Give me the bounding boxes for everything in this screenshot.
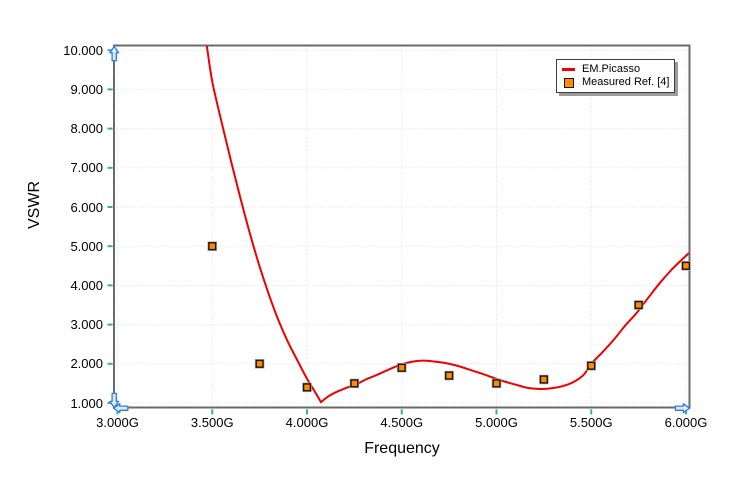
- legend-label-measured-ref: Measured Ref. [4]: [582, 76, 670, 88]
- x-tick-label: 5.000G: [475, 414, 518, 430]
- marker-measured-ref[interactable]: [350, 379, 359, 388]
- marker-measured-ref[interactable]: [681, 261, 691, 270]
- y-axis-title: VSWR: [26, 181, 43, 229]
- axis-handles-group: [109, 45, 691, 414]
- marker-measured-ref[interactable]: [539, 375, 548, 384]
- legend-entry-measured-ref[interactable]: Measured Ref. [4]: [562, 76, 669, 89]
- x-tick-label: 3.000G: [96, 414, 139, 430]
- y-tick-label: 1.000: [70, 395, 103, 411]
- y-tick-label: 3.000: [70, 317, 103, 333]
- y-tick-label: 8.000: [70, 121, 103, 137]
- handle-y-max[interactable]: [109, 45, 120, 62]
- marker-halo: [349, 378, 360, 389]
- legend-label-em-picasso: EM.Picasso: [582, 63, 641, 75]
- y-tick-label: 9.000: [70, 81, 103, 97]
- plot-frame[interactable]: [113, 44, 691, 409]
- marker-measured-ref[interactable]: [302, 383, 312, 392]
- marker-measured-ref[interactable]: [445, 371, 454, 380]
- legend-entry-em-picasso[interactable]: EM.Picasso: [562, 63, 669, 76]
- marker-measured-ref[interactable]: [492, 379, 501, 388]
- marker-halo: [539, 374, 549, 385]
- marker-halo: [681, 261, 691, 271]
- marker-halo: [396, 362, 407, 373]
- marker-measured-ref[interactable]: [587, 361, 596, 370]
- handle-y-min[interactable]: [109, 392, 120, 409]
- y-tick-label: 5.000: [70, 238, 103, 254]
- x-tick-label: 6.000G: [664, 414, 708, 430]
- y-tick-label: 2.000: [70, 356, 103, 372]
- handle-x-max[interactable]: [674, 403, 691, 414]
- marker-measured-ref[interactable]: [255, 359, 264, 368]
- x-tick-label: 3.500G: [190, 414, 234, 430]
- x-tick-label: 4.500G: [380, 414, 424, 430]
- marker-halo: [302, 382, 312, 393]
- series-markers-group: [207, 241, 691, 393]
- x-tick-label: 4.000G: [285, 414, 329, 430]
- handle-x-min[interactable]: [112, 403, 129, 414]
- marker-measured-ref[interactable]: [397, 363, 406, 372]
- y-tick-label: 4.000: [70, 277, 103, 293]
- axis-ticks: [107, 49, 687, 415]
- legend-square-swatch: [562, 77, 575, 88]
- y-tick-label: 7.000: [70, 160, 103, 176]
- marker-halo: [586, 360, 597, 371]
- marker-halo: [444, 370, 454, 381]
- marker-halo: [633, 300, 644, 310]
- marker-halo: [491, 378, 502, 389]
- y-tick-label: 10.000: [63, 42, 103, 58]
- marker-measured-ref[interactable]: [634, 300, 643, 310]
- marker-halo: [207, 241, 218, 251]
- marker-measured-ref[interactable]: [208, 242, 217, 251]
- y-tick-label: 6.000: [70, 199, 103, 215]
- marker-halo: [254, 359, 265, 369]
- plot-border[interactable]: [113, 44, 691, 409]
- legend-line-swatch: [562, 68, 575, 71]
- legend[interactable]: EM.Picasso Measured Ref. [4]: [556, 59, 676, 93]
- x-tick-label: 5.500G: [569, 414, 613, 430]
- x-axis-title: Frequency: [364, 440, 440, 457]
